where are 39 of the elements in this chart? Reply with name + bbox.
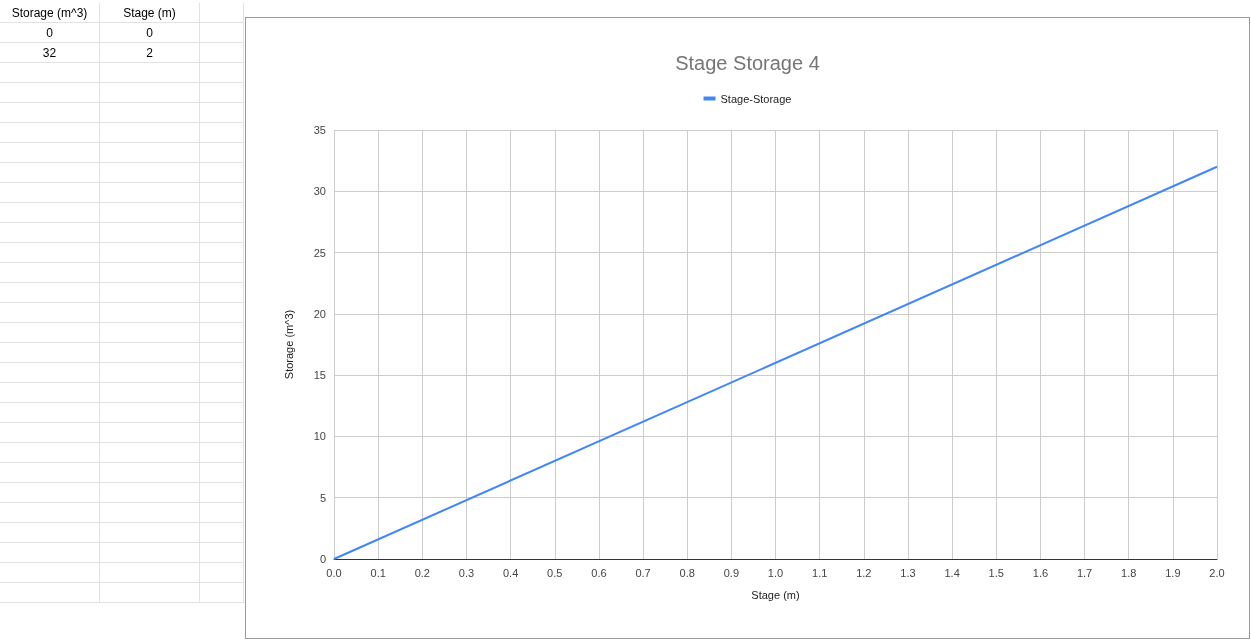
y-tick-label: 30 bbox=[313, 185, 326, 198]
chart-title: Stage Storage 4 bbox=[675, 52, 820, 74]
y-axis-title: Storage (m^3) bbox=[282, 309, 295, 380]
x-tick-label: 0.2 bbox=[414, 566, 430, 579]
x-tick-label: 1.8 bbox=[1121, 566, 1137, 579]
x-tick-label: 1.5 bbox=[988, 566, 1004, 579]
x-tick-label: 1.0 bbox=[767, 566, 784, 579]
x-tick-label: 1.6 bbox=[1032, 566, 1049, 579]
legend-label: Stage-Storage bbox=[720, 92, 792, 105]
x-tick-label: 0.5 bbox=[547, 566, 563, 579]
text: Stage (m) bbox=[100, 3, 200, 23]
y-tick-label: 5 bbox=[319, 491, 326, 504]
x-tick-label: 0.9 bbox=[723, 566, 739, 579]
x-tick-label: 0.1 bbox=[370, 566, 386, 579]
x-tick-label: 0.6 bbox=[591, 566, 607, 579]
x-tick-label: 1.9 bbox=[1165, 566, 1181, 579]
text: 0 bbox=[0, 23, 100, 43]
x-tick-label: 0.7 bbox=[635, 566, 651, 579]
x-tick-label: 1.1 bbox=[812, 566, 828, 579]
x-tick-label: 0.4 bbox=[502, 566, 519, 579]
text: 0 bbox=[100, 23, 200, 43]
y-tick-label: 10 bbox=[313, 430, 326, 443]
y-tick-label: 15 bbox=[313, 369, 326, 382]
text: 2 bbox=[100, 43, 200, 63]
x-tick-label: 2.0 bbox=[1209, 566, 1225, 579]
x-tick-label: 1.4 bbox=[944, 566, 960, 579]
x-tick-label: 1.3 bbox=[900, 566, 916, 579]
y-tick-label: 35 bbox=[313, 124, 326, 136]
x-tick-label: 1.2 bbox=[856, 566, 872, 579]
x-tick-label: 0.8 bbox=[679, 566, 695, 579]
x-axis-title: Stage (m) bbox=[751, 588, 800, 601]
y-tick-label: 0 bbox=[319, 553, 326, 565]
text: Storage (m^3) bbox=[0, 3, 100, 23]
y-tick-label: 25 bbox=[313, 246, 326, 259]
text: 32 bbox=[0, 43, 100, 63]
y-tick-label: 20 bbox=[313, 307, 326, 320]
x-tick-label: 1.7 bbox=[1076, 566, 1093, 579]
x-tick-label: 0.0 bbox=[326, 566, 342, 579]
x-tick-label: 0.3 bbox=[458, 566, 475, 579]
